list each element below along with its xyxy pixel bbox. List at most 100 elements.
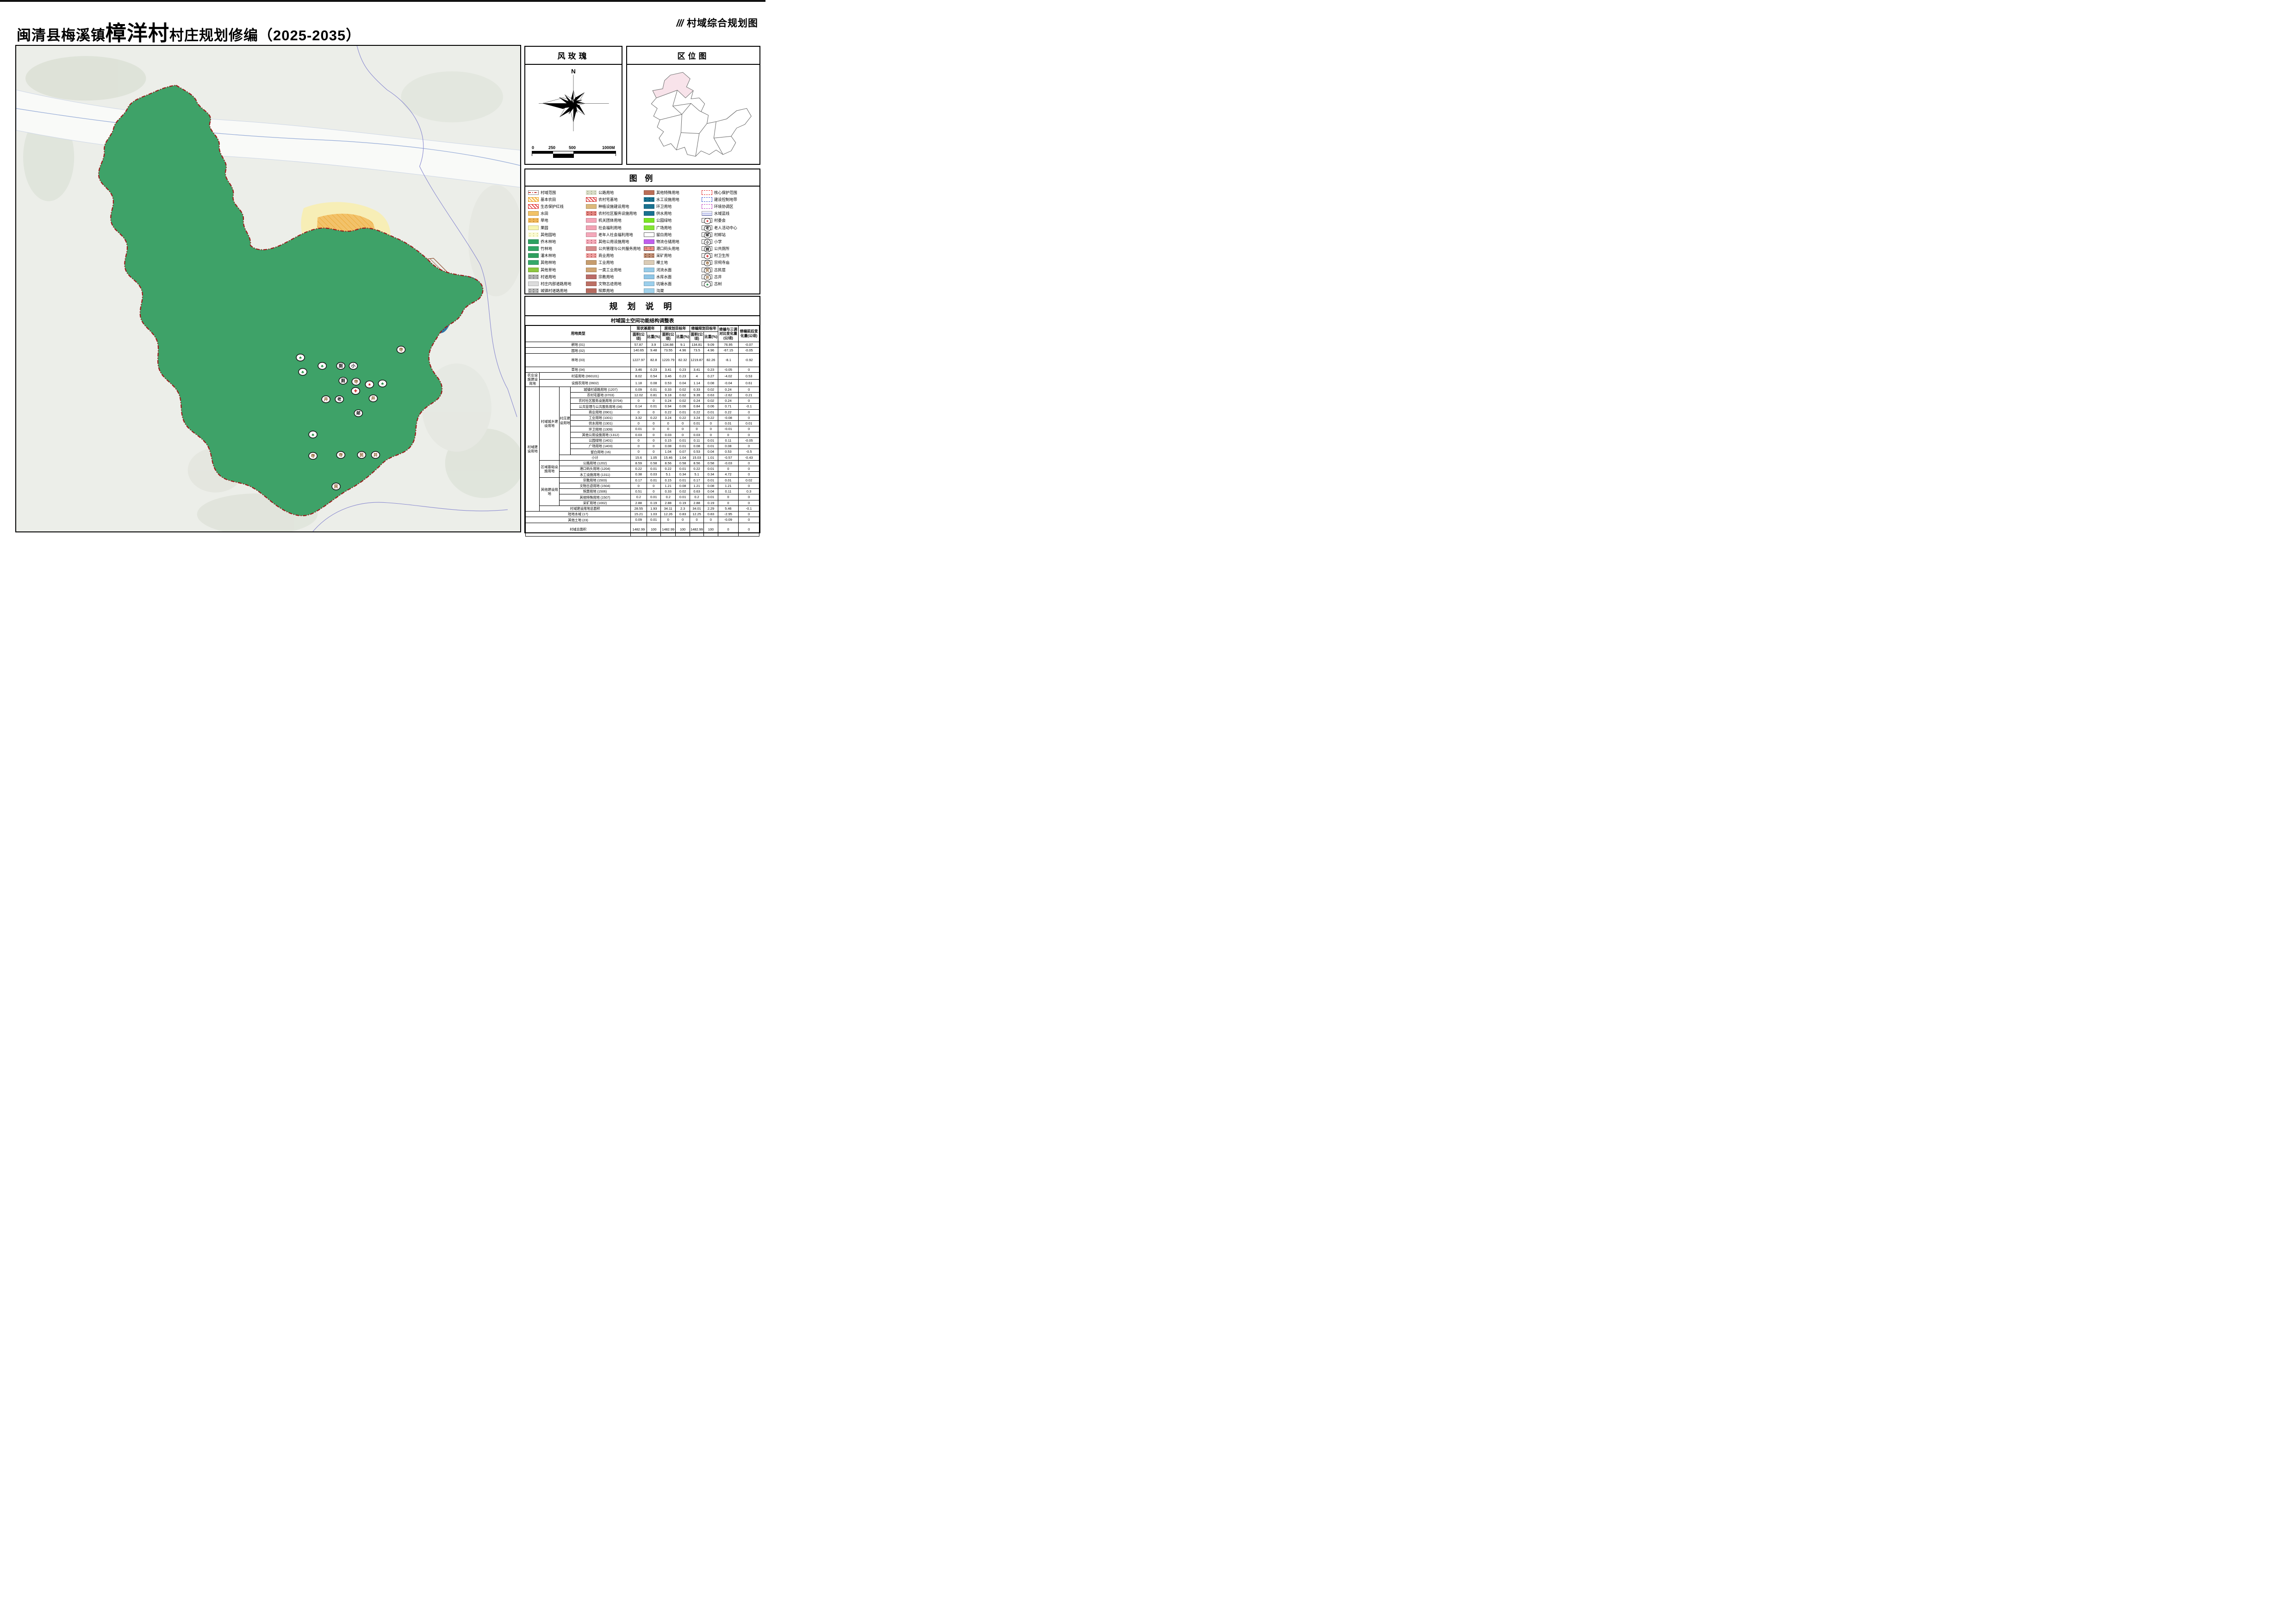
landuse-value: 140.65 bbox=[630, 347, 647, 354]
legend-item: 采矿用地 bbox=[644, 252, 700, 259]
landuse-value: 82.8 bbox=[646, 353, 661, 367]
landuse-value: 0.71 bbox=[717, 403, 739, 410]
landuse-value: 0.01 bbox=[646, 403, 661, 410]
landuse-label: 采矿用地 (1002) bbox=[559, 500, 631, 506]
landuse-value: 0 bbox=[738, 482, 759, 489]
legend-item: 河流水面 bbox=[644, 266, 700, 273]
table-row: 港口码头用地 (1204) 0.22 0.01 0.22 0.01 0.22 0.01 0 0 bbox=[526, 466, 759, 472]
landuse-value: 0.22 bbox=[646, 414, 661, 421]
legend-item-label: 留白用地 bbox=[656, 232, 672, 237]
landuse-value: 0.2 bbox=[660, 494, 676, 500]
table-row: 殡葬用地 (1506) 0.51 0 0.33 0.02 0.63 0.04 0.11 0.3 bbox=[526, 488, 759, 495]
landuse-value: 0 bbox=[646, 420, 661, 427]
legend-item: 一类工业用地 bbox=[586, 266, 642, 273]
table-row: 其他土地 (23) 0.09 0.01 0 0 0 0 -0.09 0 bbox=[525, 517, 759, 523]
landuse-value: 0 bbox=[738, 466, 759, 472]
landuse-value: 0 bbox=[738, 414, 759, 421]
legend-item: 旱地 bbox=[528, 217, 584, 224]
shrub-forest-icon bbox=[528, 253, 539, 258]
landuse-value: 0.03 bbox=[630, 431, 647, 438]
landuse-value: 0.22 bbox=[717, 409, 739, 415]
legend-item: 物流仓储用地 bbox=[644, 238, 700, 245]
environment-zone-icon bbox=[702, 204, 712, 209]
class1-industrial-icon bbox=[586, 267, 597, 272]
legend-item-label: 宗教用地 bbox=[598, 274, 614, 279]
svg-text:井: 井 bbox=[373, 452, 378, 457]
landuse-label: 村域建设用地总面积 bbox=[539, 505, 631, 512]
landuse-value: 3.24 bbox=[660, 414, 676, 421]
landuse-value: 0.19 bbox=[675, 500, 690, 506]
landuse-value: 2.88 bbox=[689, 500, 704, 506]
landuse-value: 0.53 bbox=[660, 379, 676, 387]
landuse-value: 73.5 bbox=[689, 347, 704, 354]
table-row: 公共管理与公共服务用地 (08) 0.14 0.01 0.94 0.06 0.84 0.06… bbox=[526, 403, 759, 410]
legend-item: ♣ 古树 bbox=[702, 280, 758, 288]
legend-item: 种植设施建设用地 bbox=[586, 203, 642, 210]
landuse-label: 小计 bbox=[559, 454, 631, 461]
legend-body: 村域范围 基本农田 生态保护红线 水田 旱地 果园 其他园地 乔木林地 竹林地 灌木林地 其他林地其… bbox=[525, 187, 759, 295]
landuse-value: 0.04 bbox=[675, 379, 690, 387]
landuse-value: 0.06 bbox=[703, 403, 718, 410]
legend-item-label: 商业用地 bbox=[598, 253, 614, 258]
landuse-value: 0 bbox=[630, 398, 647, 404]
landuse-value: 0.08 bbox=[675, 482, 690, 489]
legend-item-label: 其他公用设施用地 bbox=[598, 239, 629, 244]
legend-column: 其他特殊用地 水工设施用地 环卫用地 供水用地 公园绿地 广场用地 留白用地 物流仓储用地 港口… bbox=[644, 189, 700, 294]
landuse-value: 0.22 bbox=[689, 409, 704, 415]
wind-rose-petals bbox=[542, 90, 585, 122]
landuse-value: 0.01 bbox=[738, 420, 759, 427]
landuse-value: 0.63 bbox=[703, 392, 718, 399]
landuse-value: 0 bbox=[738, 409, 759, 415]
landuse-value: 76.95 bbox=[717, 342, 739, 348]
ancient-well-marker: 井 bbox=[368, 394, 378, 402]
legend-item: 村庄内部道路用地 bbox=[528, 280, 584, 287]
basic-farmland-icon bbox=[528, 197, 539, 202]
landuse-value: 34.11 bbox=[660, 505, 676, 512]
ancient-tree-marker: ♣ bbox=[296, 353, 305, 362]
table-row: 公园绿地 (1401) 0 0 0.15 0.01 0.11 0.01 0.11 -0.05 bbox=[526, 437, 759, 444]
svg-text:寺: 寺 bbox=[339, 452, 343, 457]
legend-item-label: 河流水面 bbox=[656, 267, 672, 272]
legend-item: 灌木林地 bbox=[528, 252, 584, 259]
landuse-value: 0.06 bbox=[675, 403, 690, 410]
table-row: 村域总面积 1482.99 100 1482.99 100 1482.99 100 0 0 bbox=[525, 522, 759, 537]
legend-item-label: 环卫用地 bbox=[656, 204, 672, 209]
landuse-value: 9.09 bbox=[703, 342, 718, 348]
landuse-value: 1.05 bbox=[646, 454, 661, 461]
legend-item: 坑塘水面 bbox=[644, 280, 700, 287]
highlighted-township bbox=[652, 72, 694, 99]
legend-item: 环卫用地 bbox=[644, 203, 700, 210]
landuse-value: 0.94 bbox=[660, 403, 676, 410]
scale-tick: 0 bbox=[532, 145, 535, 150]
internal-road-icon bbox=[528, 281, 539, 287]
table-row: 农村社区服务设施用地 (0704) 0 0 0.24 0.02 0.24 0.02 0.24 0 bbox=[526, 398, 759, 404]
landuse-value: 3.41 bbox=[660, 366, 676, 373]
landuse-value: 8.02 bbox=[630, 372, 647, 380]
landuse-label: 城镇村道路用地 (1207) bbox=[570, 386, 631, 393]
legend-item-label: 港口码头用地 bbox=[656, 246, 679, 251]
landuse-value: -0.43 bbox=[738, 454, 759, 461]
table-row: 其他特殊用地 (1507) 0.2 0.01 0.2 0.01 0.2 0.01 0 0 bbox=[526, 494, 759, 500]
other-utility-icon bbox=[586, 239, 597, 244]
community-service-icon bbox=[586, 211, 597, 216]
funeral-icon bbox=[586, 288, 597, 294]
legend-item: 建设控制地带 bbox=[702, 196, 758, 203]
landuse-value: -0.05 bbox=[717, 366, 739, 373]
landuse-value: 0.24 bbox=[717, 398, 739, 404]
legend-item: 广场用地 bbox=[644, 224, 700, 231]
ancient-house-marker: 民 bbox=[357, 451, 367, 459]
legend-item-label: 机关团体用地 bbox=[598, 218, 622, 223]
landuse-value: 0 bbox=[630, 409, 647, 415]
landuse-label: 林地 (03) bbox=[525, 353, 631, 367]
river-line bbox=[16, 108, 520, 166]
landuse-value: 0 bbox=[717, 431, 739, 438]
plan-table-title: 村域国土空间功能结构调整表 bbox=[525, 316, 759, 325]
legend-item-label: 村域范围 bbox=[541, 190, 556, 195]
other-forest-icon bbox=[528, 260, 539, 265]
landuse-group-label: 农业设施建设用地 bbox=[525, 372, 540, 387]
admin-boundary-line bbox=[312, 502, 508, 531]
landuse-value: 0 bbox=[738, 511, 759, 518]
legend-item: ★ 村委会 bbox=[702, 217, 758, 225]
plan-sheet: 闽清县梅溪镇樟洋村村庄规划修编（2025-2035） /// 村域综合规划图 bbox=[0, 0, 765, 543]
